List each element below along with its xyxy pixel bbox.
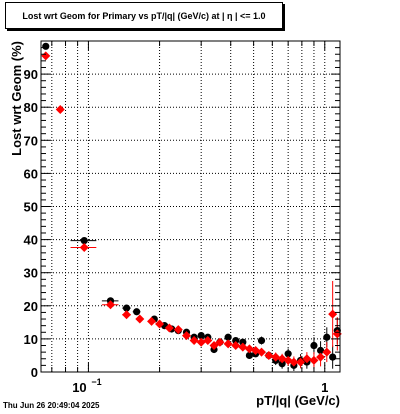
data-point-black bbox=[278, 360, 286, 368]
data-point-red bbox=[244, 344, 254, 354]
data-point-black bbox=[122, 304, 131, 312]
data-point-black bbox=[323, 333, 331, 341]
data-point-black bbox=[257, 336, 266, 345]
timestamp: Thu Jun 26 20:49:04 2025 bbox=[3, 401, 100, 410]
data-point-red bbox=[302, 354, 312, 364]
data-point-black bbox=[224, 333, 232, 341]
y-tick-label: 40 bbox=[24, 233, 38, 248]
data-point-red bbox=[135, 314, 145, 324]
data-point-black bbox=[80, 236, 88, 245]
data-point-red bbox=[203, 336, 213, 346]
data-point-black bbox=[42, 42, 50, 50]
y-tick-label: 50 bbox=[24, 200, 38, 215]
data-point-red bbox=[223, 339, 233, 349]
x-axis-label: pT/|q| (GeV/c) bbox=[256, 393, 340, 408]
data-point-red bbox=[264, 350, 274, 360]
data-point-red bbox=[328, 309, 338, 319]
data-point-red bbox=[164, 323, 174, 333]
y-tick-label: 80 bbox=[24, 100, 38, 115]
axis-ticks bbox=[41, 40, 340, 373]
data-point-red bbox=[181, 331, 191, 341]
data-point-red bbox=[296, 357, 306, 367]
data-point-black bbox=[133, 308, 141, 316]
y-tick-label: 0 bbox=[31, 365, 38, 380]
data-point-black bbox=[245, 351, 254, 360]
data-point-red bbox=[322, 347, 332, 357]
data-point-red bbox=[79, 243, 89, 253]
data-point-black bbox=[310, 341, 318, 350]
data-markers bbox=[41, 42, 342, 369]
x-tick-label: 10 bbox=[72, 380, 86, 395]
data-point-black bbox=[197, 331, 205, 340]
y-tick-label: 20 bbox=[24, 299, 38, 314]
y-tick-label: 70 bbox=[24, 133, 38, 148]
chart-title: Lost wrt Geom for Primary vs pT/|q| (GeV… bbox=[22, 11, 266, 21]
data-point-red bbox=[257, 347, 267, 357]
data-point-black bbox=[239, 338, 247, 346]
data-point-black bbox=[329, 353, 337, 361]
data-point-red bbox=[231, 341, 241, 351]
title-box: Lost wrt Geom for Primary vs pT/|q| (GeV… bbox=[5, 2, 283, 29]
data-point-red bbox=[122, 310, 132, 320]
data-point-red bbox=[316, 352, 326, 362]
data-point-red bbox=[209, 341, 219, 351]
grid-lines bbox=[41, 41, 340, 372]
error-bars bbox=[42, 45, 338, 372]
data-point-black bbox=[316, 346, 325, 355]
data-point-red bbox=[196, 337, 206, 347]
y-tick-label: 30 bbox=[24, 266, 38, 281]
data-point-red bbox=[238, 342, 248, 352]
y-tick-label: 10 bbox=[24, 332, 38, 347]
y-tick-label: 60 bbox=[24, 166, 38, 181]
data-point-red bbox=[41, 51, 51, 61]
data-point-red bbox=[271, 352, 281, 362]
data-point-black bbox=[232, 336, 240, 345]
y-tick-label: 90 bbox=[24, 67, 38, 82]
x-tick-exponent: −1 bbox=[91, 377, 101, 387]
data-point-red bbox=[55, 105, 65, 115]
x-tick-label: 1 bbox=[321, 380, 328, 395]
data-point-red bbox=[155, 319, 165, 329]
data-point-red bbox=[106, 300, 116, 310]
data-point-black bbox=[284, 350, 292, 358]
y-axis-label: Lost wrt Geom (%) bbox=[9, 41, 24, 156]
data-point-red bbox=[215, 337, 225, 347]
data-point-red bbox=[173, 325, 183, 335]
data-point-red bbox=[289, 357, 299, 367]
data-point-red bbox=[309, 355, 319, 365]
plot-frame bbox=[40, 40, 341, 373]
data-point-red bbox=[147, 316, 157, 326]
tick-labels: 0 10 20 30 40 50 60 70 80 90 10 −1 1 bbox=[24, 67, 329, 395]
data-point-red bbox=[189, 336, 199, 346]
